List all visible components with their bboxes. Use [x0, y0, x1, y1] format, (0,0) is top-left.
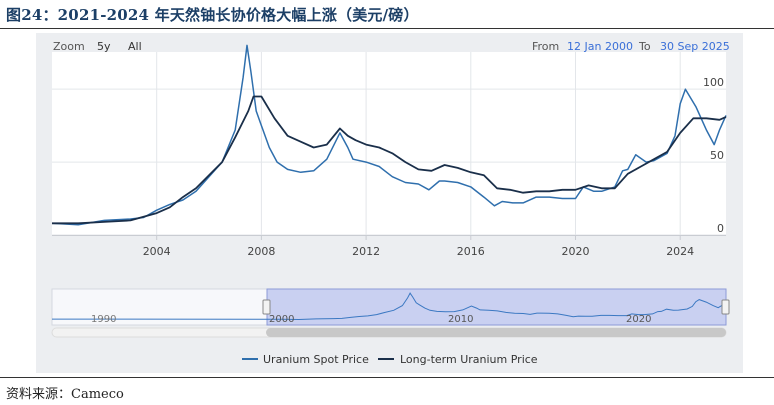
to-label: To [639, 40, 651, 53]
title-rule [0, 28, 774, 29]
navigator-tick-label: 2010 [448, 314, 473, 325]
x-tick-label: 2004 [143, 245, 171, 258]
legend-longterm-label[interactable]: Long-term Uranium Price [400, 353, 538, 366]
legend-spot-label[interactable]: Uranium Spot Price [263, 353, 369, 366]
x-tick-label: 2024 [666, 245, 694, 258]
from-label: From [532, 40, 560, 53]
series-lines [51, 44, 727, 226]
spot-price-line [51, 44, 727, 226]
x-axis-ticks: 2004 2008 2012 2016 2020 2024 [143, 235, 694, 258]
y-tick-label: 50 [710, 149, 724, 162]
navigator-line [51, 292, 727, 321]
zoom-5y-button[interactable]: 5y [97, 40, 111, 53]
source-note: 资料来源：Cameco [6, 387, 124, 402]
navigator-series [51, 292, 727, 321]
navigator-tick-label: 2000 [269, 314, 294, 325]
x-tick-label: 2008 [247, 245, 275, 258]
navigator-tick-label: 1990 [91, 314, 116, 325]
x-tick-label: 2020 [561, 245, 589, 258]
x-tick-label: 2012 [352, 245, 380, 258]
x-tick-label: 2016 [457, 245, 485, 258]
plot-area [52, 52, 726, 235]
y-tick-label: 0 [717, 222, 724, 235]
y-tick-label: 100 [703, 76, 724, 89]
navigator-right-handle[interactable] [721, 299, 730, 315]
navigator-tick-label: 2020 [626, 314, 651, 325]
from-date-input[interactable]: 12 Jan 2000 [567, 40, 633, 53]
zoom-label: Zoom [53, 40, 85, 53]
long-term-price-line [52, 95, 727, 225]
navigator-left-handle[interactable] [262, 299, 271, 315]
to-date-input[interactable]: 30 Sep 2025 [660, 40, 730, 53]
zoom-all-button[interactable]: All [128, 40, 142, 53]
y-axis-ticks: 0 50 100 [703, 76, 724, 235]
source-rule [0, 377, 774, 378]
grid-lines [52, 52, 726, 236]
figure-title: 图24：2021-2024 年天然铀长协价格大幅上涨（美元/磅） [6, 6, 419, 24]
navigator-selection[interactable] [266, 288, 727, 326]
scrollbar-thumb[interactable] [266, 328, 726, 337]
